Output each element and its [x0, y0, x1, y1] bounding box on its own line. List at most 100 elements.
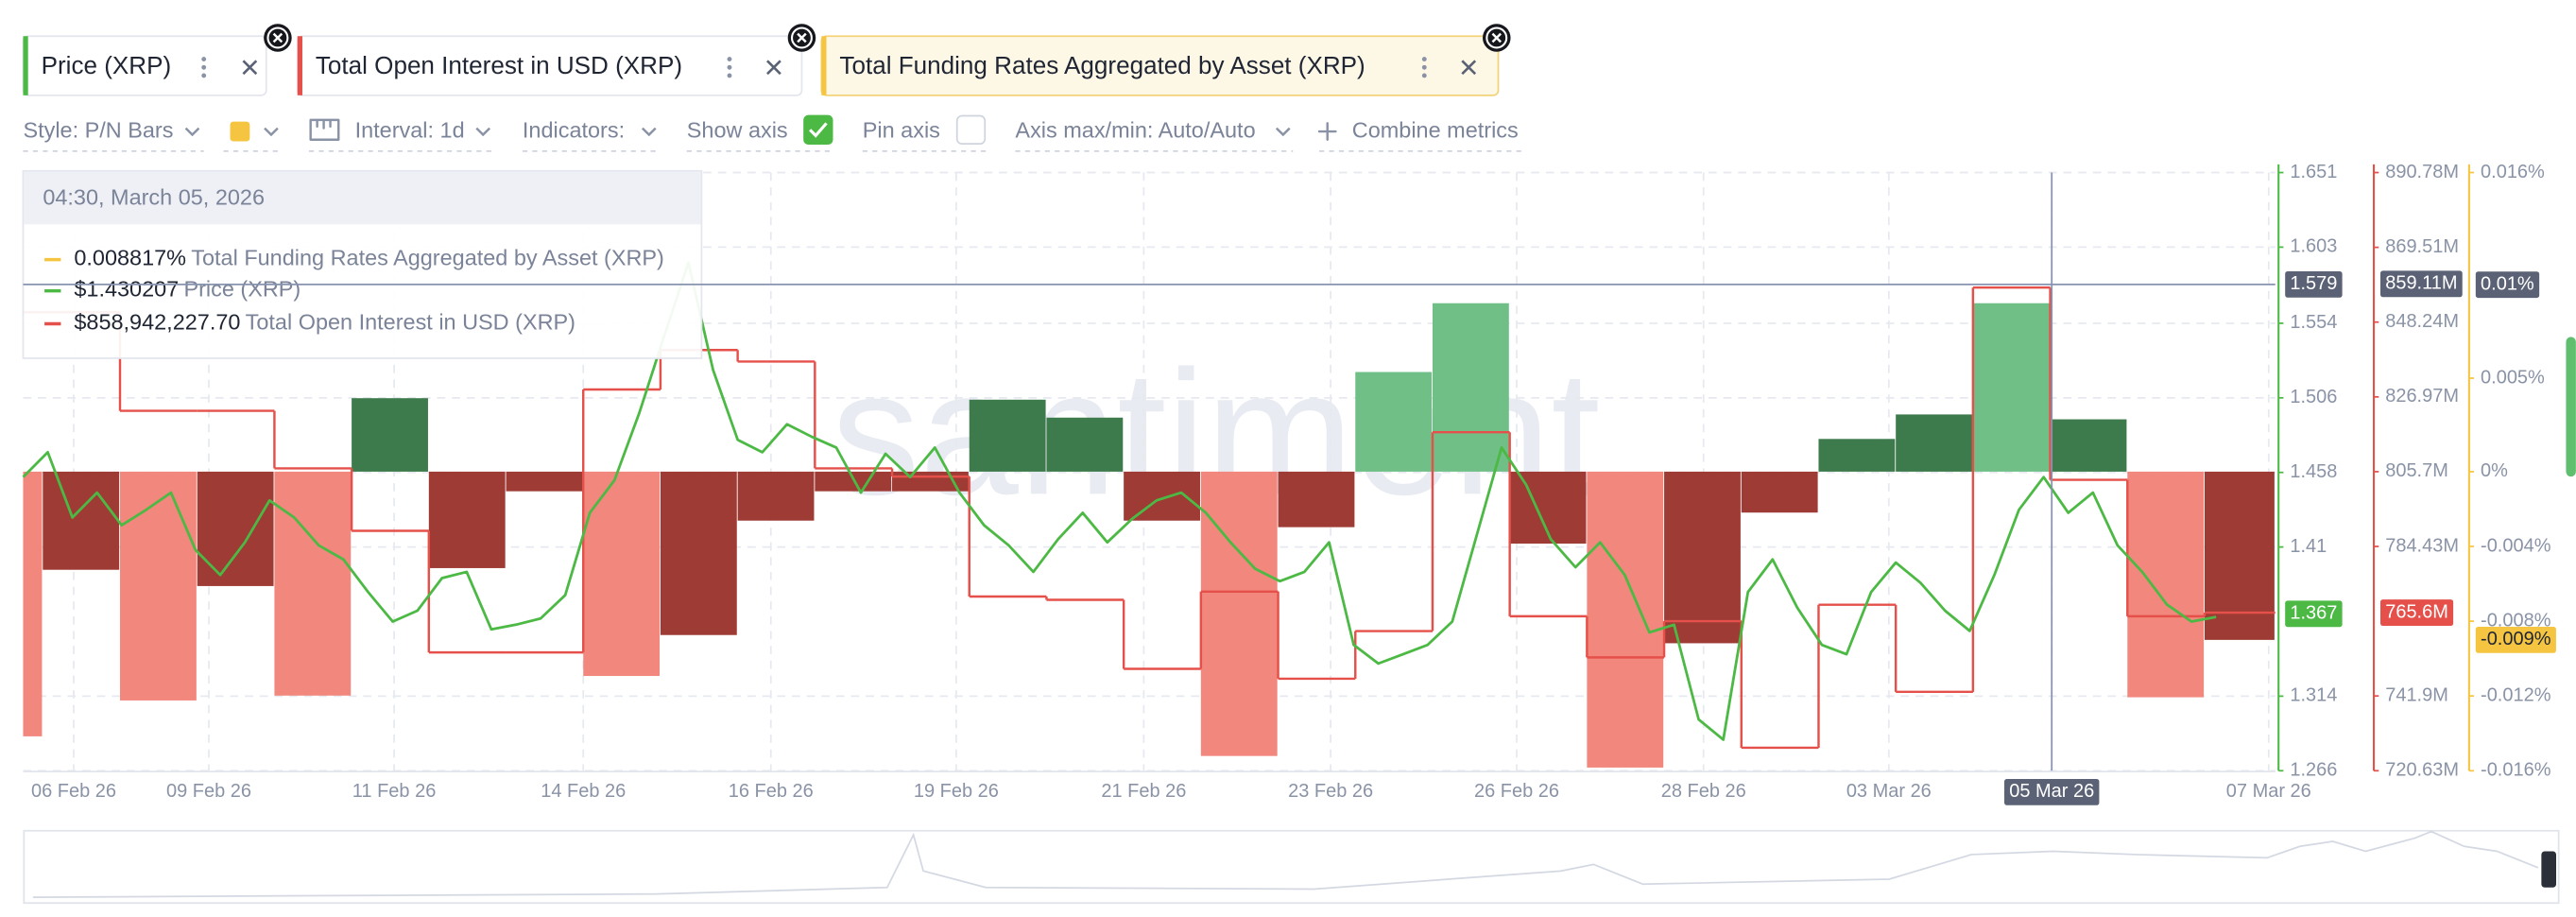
axis-range-select[interactable]: Axis max/min: Auto/Auto [1015, 117, 1255, 142]
crosshair-date-bg [2004, 778, 2100, 805]
chip-menu[interactable] [1421, 57, 1427, 78]
tooltip-row: 0.008817% Total Funding Rates Aggregated … [74, 246, 664, 270]
x-tick-label: 03 Mar 26 [1846, 781, 1932, 802]
last-funding: -0.009% [2475, 626, 2556, 653]
funding-bar [1972, 303, 2050, 472]
chip-close[interactable] [786, 23, 817, 53]
crosshair-date: 05 Mar 26 [2004, 778, 2100, 805]
metric-chip[interactable]: Total Funding Rates Aggregated by Asset … [820, 23, 1512, 96]
x-tick-label: 28 Feb 26 [1661, 781, 1746, 802]
funding-bar [1200, 471, 1278, 756]
last-price: 1.367 [2285, 600, 2343, 628]
navigator[interactable] [23, 829, 2560, 905]
funding-bar [1896, 414, 1973, 472]
funding-bar [197, 471, 274, 586]
interval-select[interactable]: Interval: 1d [355, 117, 465, 142]
combine-button[interactable]: Combine metrics [1352, 117, 1519, 142]
crosshair-funding-text: 0.01% [2481, 273, 2534, 294]
last-funding-text: -0.009% [2481, 629, 2551, 649]
chip-color [297, 36, 302, 95]
checkmark [809, 122, 828, 138]
last-price-bg [2285, 600, 2343, 628]
y-tick-label: -0.008% [2481, 610, 2551, 631]
funding-bar [274, 471, 352, 696]
x-tick-label: 07 Mar 26 [2226, 781, 2311, 802]
funding-bar [120, 471, 197, 701]
crosshair-price-text: 1.579 [2290, 273, 2337, 294]
chip-menu[interactable] [201, 57, 207, 78]
chevron [641, 127, 657, 136]
metric-chip[interactable]: Price (XRP) [22, 23, 293, 96]
checkbox-checked[interactable] [803, 114, 833, 145]
funding-bar [506, 471, 583, 492]
x-tick-label: 11 Feb 26 [352, 781, 437, 802]
x-tick-label: 14 Feb 26 [541, 781, 626, 802]
navigator-handle[interactable] [2541, 851, 2557, 888]
side-scroll[interactable] [2566, 337, 2576, 477]
tooltip-row: $858,942,227.70 Total Open Interest in US… [74, 310, 575, 335]
color-picker[interactable] [230, 121, 250, 142]
tooltip-series: Price (XRP) [183, 277, 301, 302]
navigator-line [32, 830, 2539, 899]
funding-bar [2204, 471, 2275, 640]
tooltip-value: $1.430207 [74, 277, 179, 302]
crosshair-date-text: 05 Mar 26 [2009, 781, 2094, 802]
y-tick-label: 784.43M [2385, 535, 2459, 556]
last-price-text: 1.367 [2290, 603, 2337, 624]
chip-close[interactable] [1482, 23, 1512, 53]
tooltip: 04:30, March 05, 2026 0.008817% Total Fun… [22, 169, 703, 359]
chevron [263, 127, 280, 136]
funding-bar [1278, 471, 1355, 528]
last-oi-bg [2380, 599, 2454, 626]
y-tick-label: -0.004% [2481, 535, 2551, 556]
last-oi-text: 765.6M [2385, 601, 2448, 622]
indicators-select[interactable]: Indicators: [523, 117, 625, 142]
funding-bar [1432, 303, 1509, 472]
y-tick-label: 0% [2481, 460, 2508, 481]
funding-bar [737, 471, 815, 521]
tooltip-header [24, 171, 701, 225]
y-tick-label: 805.7M [2385, 460, 2448, 481]
y-tick-label: 848.24M [2385, 311, 2459, 332]
x-tick-label: 09 Feb 26 [166, 781, 251, 802]
style-select[interactable]: Style: P/N Bars [23, 117, 173, 142]
metric-chip[interactable]: Total Open Interest in USD (XRP) [296, 23, 817, 96]
chip-color [821, 36, 827, 95]
tooltip-time: 04:30, March 05, 2026 [43, 185, 265, 210]
tooltip-row: $1.430207 Price (XRP) [74, 277, 301, 302]
funding-bar [1741, 471, 1818, 513]
y-tick-label: -0.016% [2481, 760, 2551, 781]
funding-bar [1818, 439, 1896, 472]
price-line [22, 261, 2217, 741]
pin-axis-label[interactable]: Pin axis [863, 117, 940, 142]
funding-bar [815, 471, 892, 492]
chip-label: Total Funding Rates Aggregated by Asset … [839, 51, 1365, 79]
axes: 06 Feb 26 09 Feb 26 11 Feb 26 14 Feb 26 16 F… [31, 162, 2551, 802]
crosshair-price: 1.579 [2285, 270, 2343, 298]
crosshair-oi-bg [2380, 270, 2463, 298]
y-tick-label: 1.458 [2290, 461, 2337, 482]
y-tick-label: 0.005% [2481, 367, 2545, 388]
y-tick-label: 720.63M [2385, 760, 2459, 781]
checkbox[interactable] [955, 114, 987, 145]
funding-bar [43, 471, 120, 570]
chip-close[interactable] [263, 23, 293, 53]
funding-bar [1587, 471, 1664, 768]
funding-bar [2050, 419, 2127, 472]
crosshair-funding: 0.01% [2475, 271, 2540, 299]
y-tick-label: 826.97M [2385, 386, 2459, 407]
crosshair-price-bg [2285, 270, 2343, 298]
tooltip-series: Total Funding Rates Aggregated by Asset … [191, 246, 664, 270]
lines [22, 261, 2275, 750]
funding-bar [1664, 471, 1741, 644]
funding-bar [2127, 471, 2205, 698]
show-axis-label[interactable]: Show axis [687, 117, 788, 142]
funding-bar [428, 471, 506, 568]
chip-menu[interactable] [727, 57, 732, 78]
plus-icon [1317, 122, 1337, 141]
x-tick-label: 21 Feb 26 [1101, 781, 1186, 802]
funding-bar [969, 399, 1046, 472]
tooltip-series: Total Open Interest in USD (XRP) [246, 310, 575, 335]
y-tick-label: 1.266 [2290, 760, 2337, 781]
funding-bar [352, 398, 428, 472]
